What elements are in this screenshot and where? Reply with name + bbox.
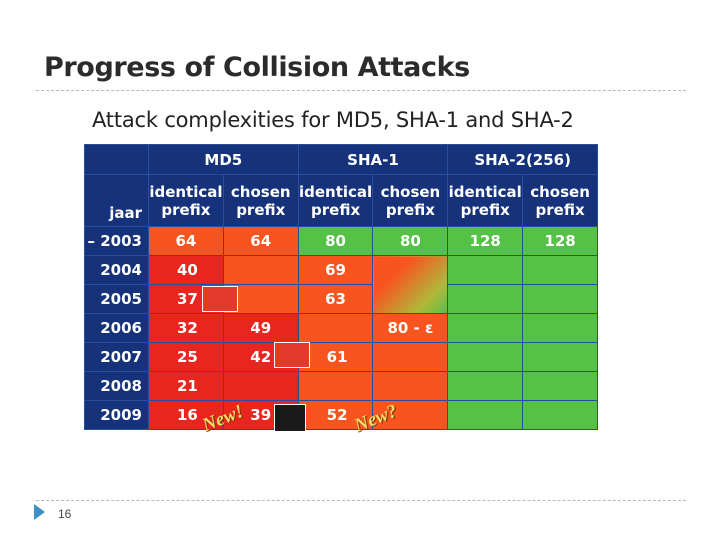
md5-identical-cell: 25 (148, 342, 224, 372)
year-cell: 2006 (84, 313, 149, 343)
slide-title: Progress of Collision Attacks (44, 52, 470, 83)
sha1-chosen-cell: 80 (372, 226, 449, 256)
footer-divider (36, 500, 686, 501)
md5-identical-cell: 21 (148, 371, 224, 401)
md5-identical-cell: 40 (148, 255, 224, 285)
sha1-identical-cell (297, 313, 374, 343)
sha2-chosen-cell (522, 342, 598, 372)
paper-thumbnail-image (274, 404, 306, 432)
header-sha2: SHA-2(256) (447, 144, 598, 175)
bullet-arrow-icon (34, 504, 45, 520)
attack-complexity-table: MD5 SHA-1 SHA-2(256) jaar identical prefi… (84, 144, 598, 437)
year-cell: 2007 (84, 342, 149, 372)
year-cell: 2005 (84, 284, 149, 314)
table-row: 2006 32 49 80 - ε (84, 313, 598, 343)
sha2-identical-cell (447, 400, 524, 430)
title-divider (36, 90, 686, 91)
sha2-identical-cell (447, 313, 524, 343)
sha2-chosen-cell (522, 313, 598, 343)
year-cell: 2009 (84, 400, 149, 430)
sha2-identical-cell (447, 255, 524, 285)
year-cell: 2008 (84, 371, 149, 401)
md5-chosen-cell: 49 (222, 313, 299, 343)
year-header: jaar (84, 174, 149, 227)
paper-thumbnail-image (274, 342, 310, 368)
sha1-chosen-cell (372, 371, 449, 401)
sha2-identical-cell (447, 371, 524, 401)
sha1-chosen-cell: 80 - ε (372, 313, 449, 343)
corner-cell (84, 144, 149, 175)
sha1-chosen-cell (372, 342, 449, 372)
slide-subtitle: Attack complexities for MD5, SHA-1 and S… (92, 108, 574, 132)
table-row: 2009 16 39 52 (84, 400, 598, 430)
header-md5: MD5 (148, 144, 299, 175)
sha1-identical-cell: 69 (297, 255, 374, 285)
paper-thumbnail-image (202, 286, 238, 312)
md5-chosen-cell: 64 (222, 226, 299, 256)
sha2-identical-cell (447, 284, 524, 314)
sha2-identical-cell (447, 342, 524, 372)
year-cell: 2004 (84, 255, 149, 285)
md5-chosen-cell (222, 255, 299, 285)
sha1-identical-cell: 52 (297, 400, 374, 430)
sha2-chosen-cell: 128 (522, 226, 598, 256)
sha2-identical-cell: 128 (447, 226, 524, 256)
year-cell: – 2003 (84, 226, 149, 256)
subheader-md5-identical: identical prefix (148, 174, 224, 227)
md5-chosen-cell (222, 371, 299, 401)
page-number: 16 (58, 507, 72, 521)
table-row: – 2003 64 64 80 80 128 128 (84, 226, 598, 256)
header-sha1: SHA-1 (297, 144, 449, 175)
sha1-chosen-cell (372, 255, 449, 314)
sha2-chosen-cell (522, 255, 598, 285)
sha2-chosen-cell (522, 371, 598, 401)
subheader-md5-chosen: chosen prefix (222, 174, 299, 227)
table-row: 2007 25 42 61 (84, 342, 598, 372)
subheader-sha1-chosen: chosen prefix (372, 174, 449, 227)
table-row: 2005 37 63 (84, 284, 598, 314)
sha1-identical-cell (297, 371, 374, 401)
sha2-chosen-cell (522, 400, 598, 430)
sha1-identical-cell: 80 (297, 226, 374, 256)
sha1-chosen-cell (372, 400, 449, 430)
table-row: 2004 40 69 (84, 255, 598, 314)
md5-identical-cell: 64 (148, 226, 224, 256)
md5-identical-cell: 32 (148, 313, 224, 343)
subheader-sha1-identical: identical prefix (297, 174, 374, 227)
table-row: 2008 21 (84, 371, 598, 401)
subheader-sha2-identical: identical prefix (447, 174, 524, 227)
sha2-chosen-cell (522, 284, 598, 314)
sha1-identical-cell: 63 (297, 284, 374, 314)
subheader-sha2-chosen: chosen prefix (522, 174, 598, 227)
